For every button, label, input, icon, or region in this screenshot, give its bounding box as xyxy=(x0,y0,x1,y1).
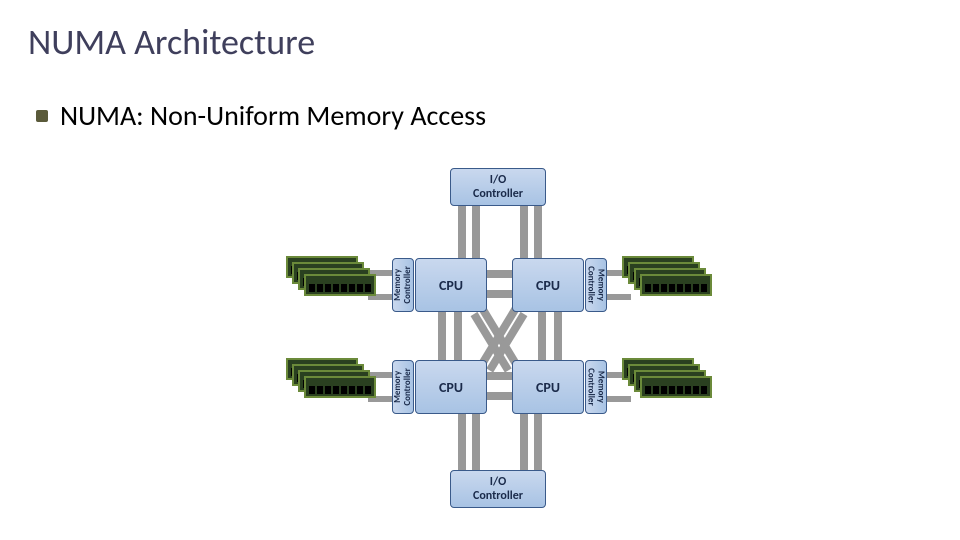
io-controller-top: I/O Controller xyxy=(450,168,546,206)
memory-controller-bottom-left: Memory Controller xyxy=(392,360,414,414)
cpu-top-right: CPU xyxy=(512,258,584,312)
numa-diagram: I/O Controller I/O Controller Memory Contr… xyxy=(250,162,750,512)
bullet-icon xyxy=(36,110,48,122)
memory-stack-bottom-right xyxy=(622,358,712,416)
connector xyxy=(520,206,528,258)
memory-module xyxy=(304,274,376,296)
connector xyxy=(534,414,542,470)
connector xyxy=(458,206,466,258)
connector xyxy=(438,312,446,360)
memory-stack-top-left xyxy=(286,256,376,314)
memory-module xyxy=(640,376,712,398)
connector xyxy=(458,414,466,470)
page-title: NUMA Architecture xyxy=(28,20,315,64)
connector xyxy=(538,312,546,360)
connector xyxy=(472,414,480,470)
memory-controller-top-left: Memory Controller xyxy=(392,258,414,312)
bullet-text: NUMA: Non-Uniform Memory Access xyxy=(60,98,486,133)
bullet-row: NUMA: Non-Uniform Memory Access xyxy=(36,98,486,133)
connector xyxy=(487,290,512,298)
connector xyxy=(487,372,512,380)
connector xyxy=(487,270,512,278)
connector xyxy=(520,414,528,470)
cpu-top-left: CPU xyxy=(415,258,487,312)
memory-stack-top-right xyxy=(622,256,712,314)
memory-controller-bottom-right: Memory Controller xyxy=(585,360,607,414)
connector xyxy=(554,312,562,360)
memory-stack-bottom-left xyxy=(286,358,376,416)
connector xyxy=(534,206,542,258)
connector xyxy=(472,206,480,258)
cpu-bottom-right: CPU xyxy=(512,360,584,414)
connector xyxy=(454,312,462,360)
connector xyxy=(487,392,512,400)
memory-controller-top-right: Memory Controller xyxy=(585,258,607,312)
cpu-bottom-left: CPU xyxy=(415,360,487,414)
memory-module xyxy=(304,376,376,398)
io-controller-bottom: I/O Controller xyxy=(450,470,546,508)
memory-module xyxy=(640,274,712,296)
